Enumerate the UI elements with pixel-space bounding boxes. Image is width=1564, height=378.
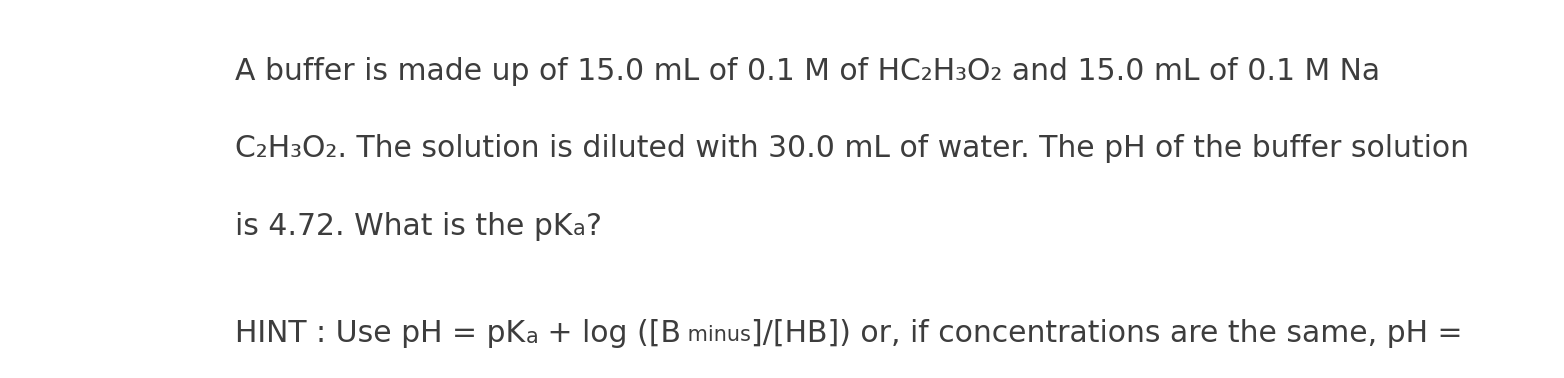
Text: minus: minus <box>682 325 751 345</box>
Text: a: a <box>572 219 586 239</box>
Text: HINT : Use pH = pK: HINT : Use pH = pK <box>236 319 526 348</box>
Text: is 4.72. What is the pK: is 4.72. What is the pK <box>236 212 572 240</box>
Text: ?: ? <box>586 212 602 240</box>
Text: a: a <box>526 327 538 347</box>
Text: A buffer is made up of 15.0 mL of 0.1 M of HC₂H₃O₂ and 15.0 mL of 0.1 M Na: A buffer is made up of 15.0 mL of 0.1 M … <box>236 57 1381 86</box>
Text: + log ([B: + log ([B <box>538 319 682 348</box>
Text: ]/[HB]) or, if concentrations are the same, pH =: ]/[HB]) or, if concentrations are the sa… <box>751 319 1462 348</box>
Text: C₂H₃O₂. The solution is diluted with 30.0 mL of water. The pH of the buffer solu: C₂H₃O₂. The solution is diluted with 30.… <box>236 135 1470 163</box>
